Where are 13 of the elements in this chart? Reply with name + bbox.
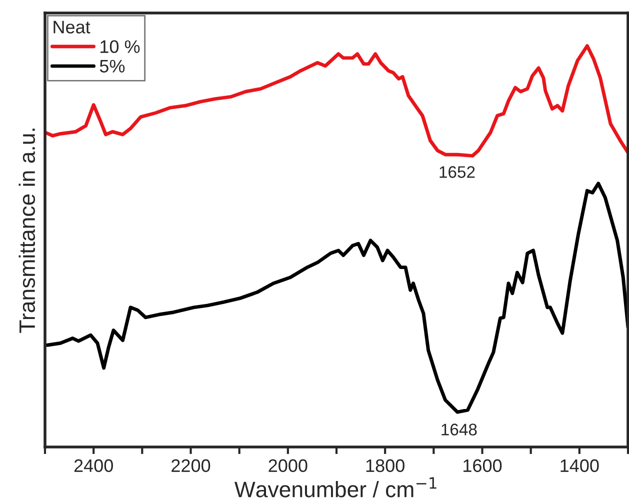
x-tick-label: 2000: [268, 459, 308, 472]
legend-label: 10 %: [100, 40, 140, 54]
x-tick-label: 1600: [464, 459, 502, 472]
x-tick-label: 1800: [366, 459, 404, 472]
annotation: 1648: [442, 424, 477, 436]
x-tick-label: 2200: [172, 459, 210, 472]
legend-label: 5%: [100, 60, 125, 73]
x-tick-label: 2400: [74, 459, 113, 472]
x-axis-title: Wavenumber / cm$^{−1}$: [234, 477, 436, 498]
annotation: 1652: [440, 166, 475, 178]
x-tick-label: 1400: [560, 459, 599, 472]
legend-title: Neat: [54, 20, 90, 34]
y-axis-title: Transmittance in a.u.: [18, 128, 36, 333]
